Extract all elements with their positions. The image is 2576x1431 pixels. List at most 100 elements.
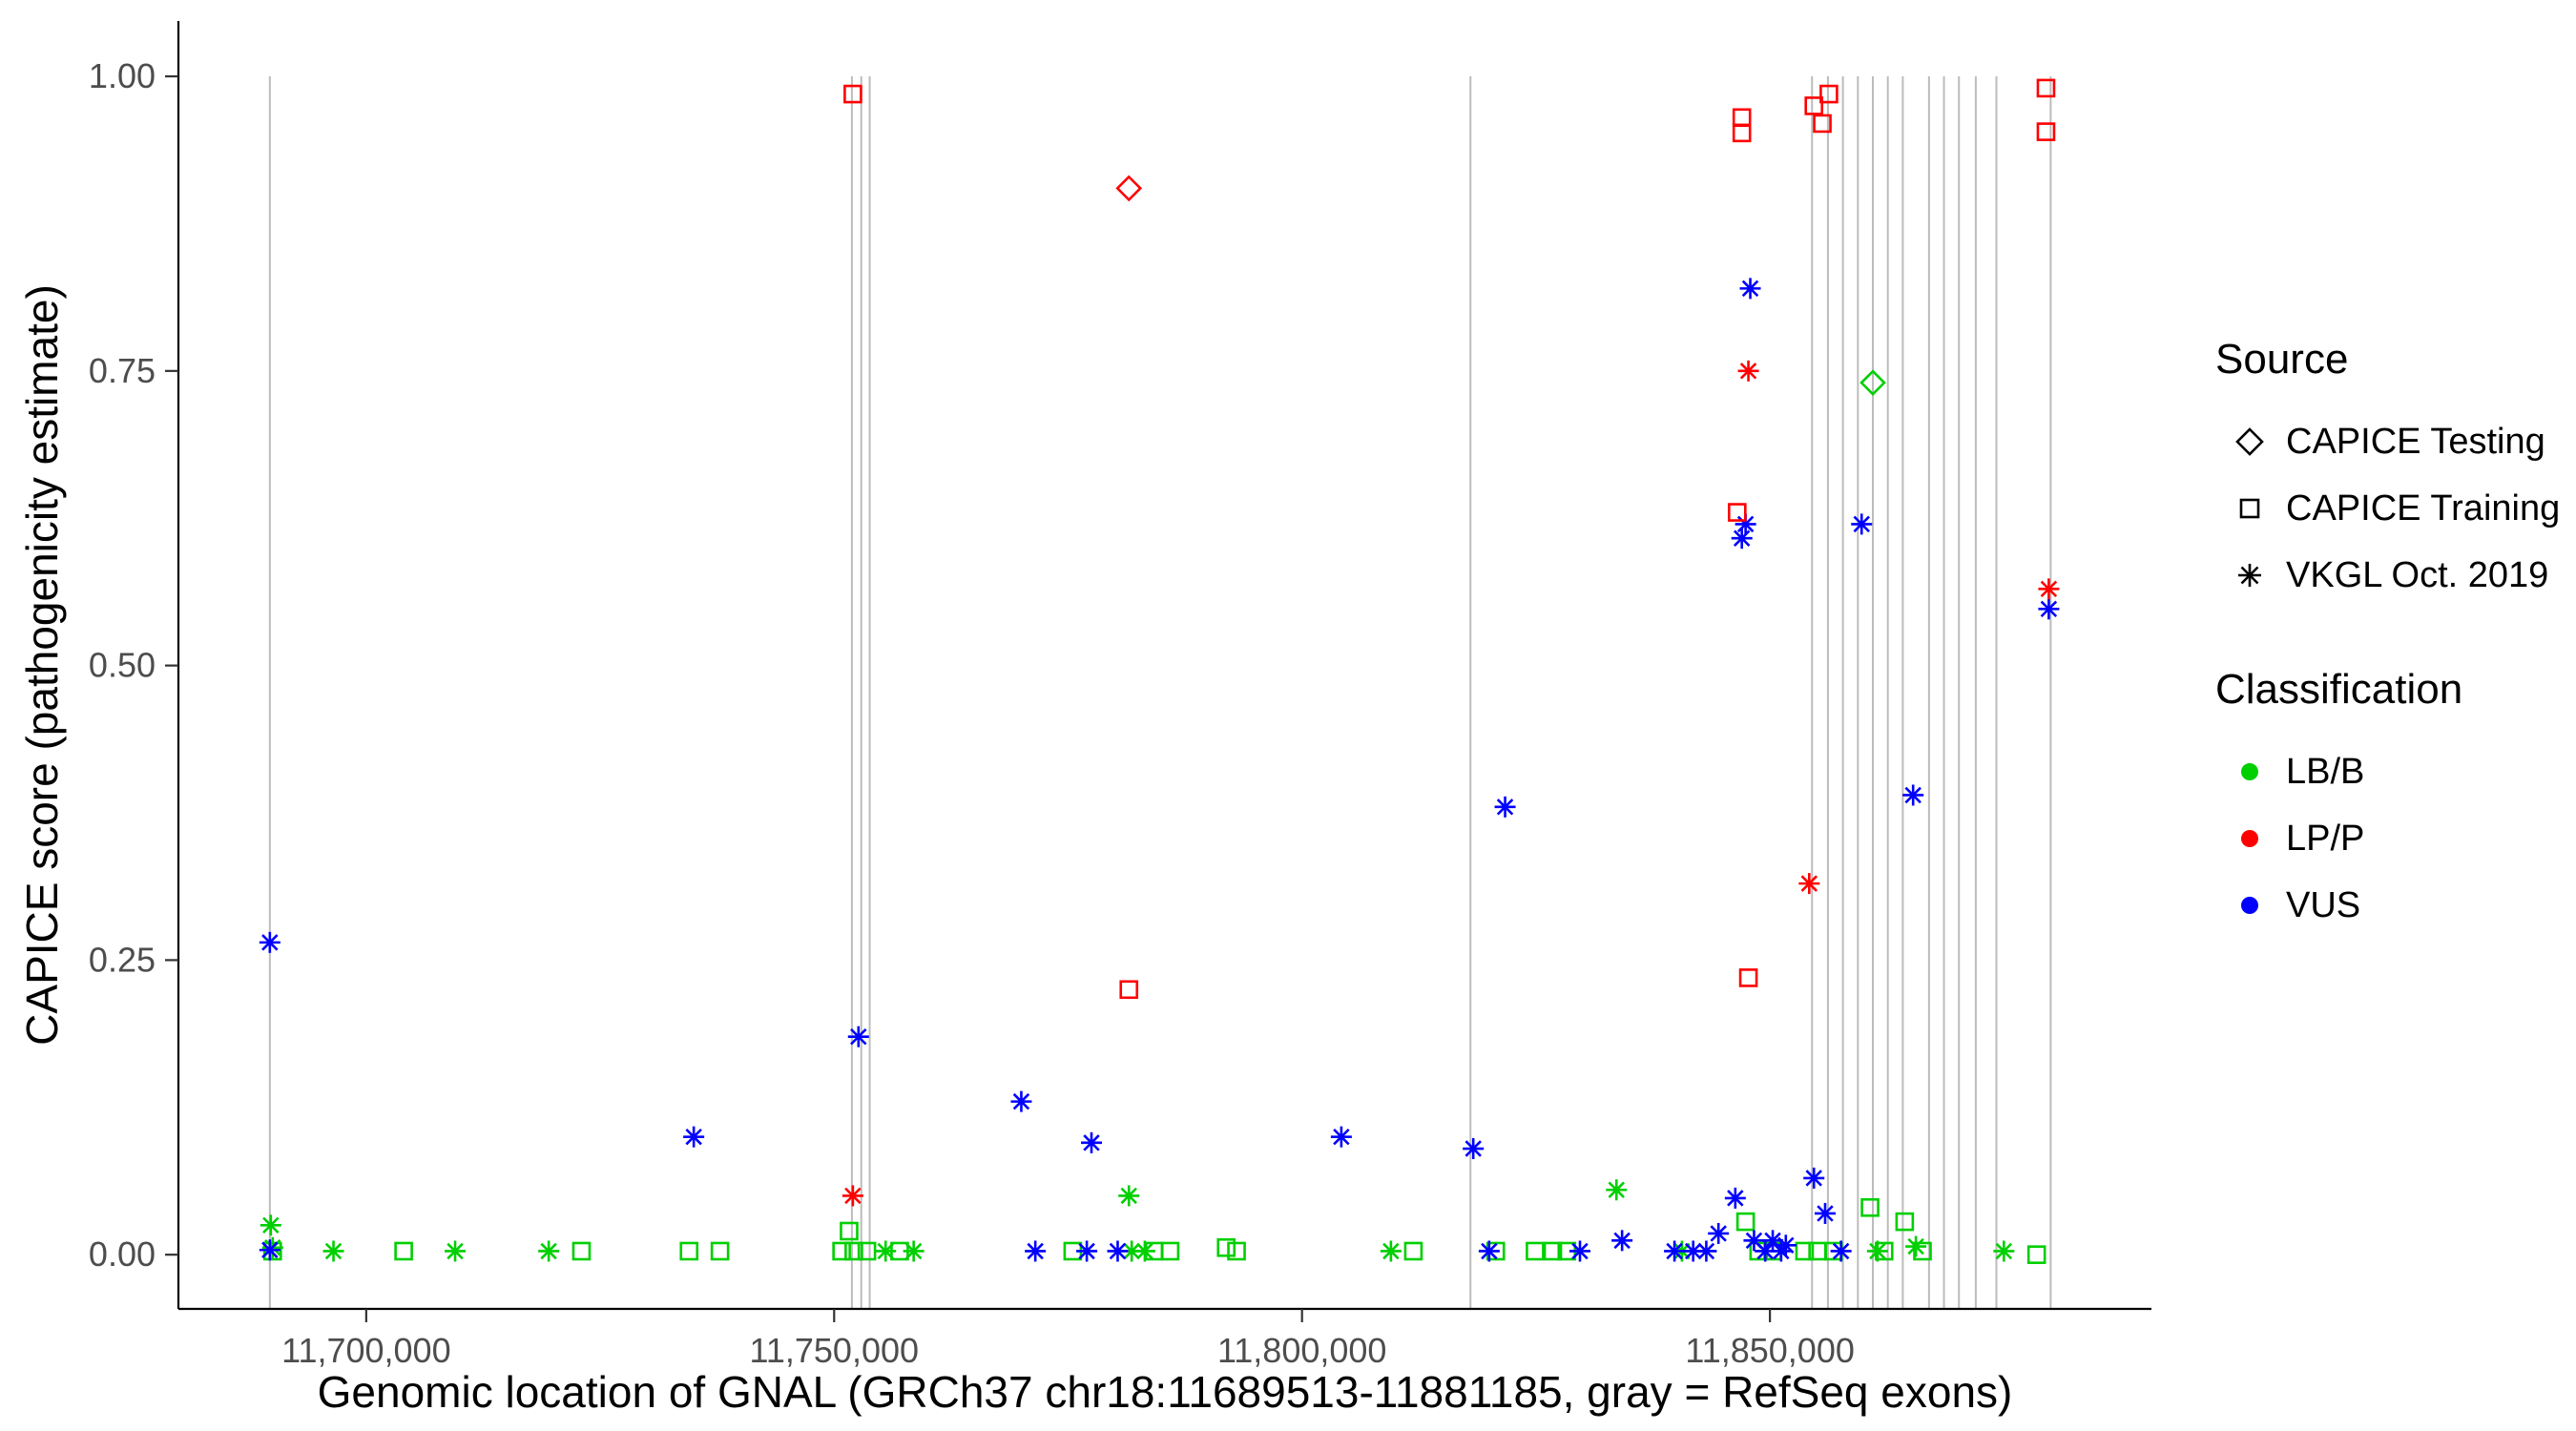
data-point-square	[1819, 84, 1839, 104]
square-icon	[2239, 498, 2260, 519]
data-point-asterisk	[903, 1240, 924, 1262]
data-point-square	[1727, 503, 1747, 522]
legend-label: LP/P	[2286, 818, 2365, 859]
data-point-square	[1860, 1197, 1880, 1217]
circle-icon	[2241, 763, 2258, 780]
data-point-square	[1913, 1241, 1932, 1261]
asterisk-icon	[2238, 564, 2261, 587]
y-tick-label: 0.75	[89, 351, 156, 390]
data-point-square	[1227, 1241, 1246, 1261]
data-point-square	[1160, 1241, 1180, 1261]
data-point-asterisk	[1775, 1234, 1797, 1256]
legend-label: VUS	[2286, 884, 2361, 925]
data-point-asterisk	[1133, 1240, 1155, 1262]
y-tick-label: 0.25	[89, 940, 156, 979]
data-point-square	[844, 1241, 863, 1261]
data-point-asterisk	[1076, 1240, 1098, 1262]
data-point-square	[840, 1221, 859, 1241]
data-point-square	[1895, 1212, 1915, 1232]
data-point-asterisk	[1735, 513, 1756, 535]
data-point-asterisk	[1682, 1240, 1704, 1262]
data-point-square	[843, 84, 862, 104]
data-point-asterisk	[841, 1185, 863, 1207]
data-point-square	[832, 1241, 851, 1261]
data-point-asterisk	[1851, 513, 1873, 535]
data-point-square	[1216, 1237, 1236, 1257]
legend-classification-title: Classification	[2215, 666, 2463, 713]
legend-source: Source CAPICE Testing CAPICE Training	[2215, 336, 2570, 609]
data-point-square	[1543, 1241, 1563, 1261]
data-point-asterisk	[1330, 1126, 1352, 1148]
data-point-asterisk	[1695, 1240, 1717, 1262]
data-point-square	[710, 1241, 730, 1261]
data-point-square	[2026, 1245, 2046, 1264]
data-point-asterisk	[847, 1026, 869, 1047]
data-point-asterisk	[1478, 1240, 1500, 1262]
legend-item-capice-testing: CAPICE Testing	[2215, 408, 2570, 475]
data-point-asterisk	[1463, 1138, 1485, 1160]
data-point-asterisk	[1739, 278, 1761, 300]
data-point-asterisk	[1830, 1240, 1852, 1262]
legend-label: VKGL Oct. 2019	[2286, 554, 2549, 595]
data-point-square	[2036, 78, 2056, 98]
data-point-square	[1119, 980, 1139, 1000]
legend-label: CAPICE Testing	[2286, 421, 2545, 462]
data-point-asterisk	[1731, 528, 1753, 550]
data-point-asterisk	[1569, 1240, 1591, 1262]
data-point-asterisk	[1993, 1240, 2015, 1262]
data-point-diamond	[1115, 175, 1143, 202]
circle-icon	[2241, 897, 2258, 914]
legend-label: LB/B	[2286, 751, 2365, 792]
data-point-square	[1813, 114, 1832, 134]
data-point-asterisk	[1611, 1230, 1633, 1252]
diamond-icon	[2235, 427, 2264, 456]
y-tick-label: 1.00	[89, 56, 156, 95]
data-point-asterisk	[260, 1214, 281, 1236]
data-point-asterisk	[2038, 578, 2060, 600]
x-axis-title: Genomic location of GNAL (GRCh37 chr18:1…	[317, 1367, 2013, 1417]
legend-item-lbb: LB/B	[2215, 738, 2570, 805]
data-point-square	[1738, 968, 1758, 987]
data-point-asterisk	[1814, 1202, 1836, 1224]
data-point-square	[2036, 122, 2056, 141]
data-point-asterisk	[322, 1240, 344, 1262]
data-point-square	[679, 1241, 699, 1261]
data-point-asterisk	[445, 1240, 467, 1262]
data-point-asterisk	[538, 1240, 560, 1262]
legend: Source CAPICE Testing CAPICE Training	[2215, 336, 2570, 996]
y-axis-title: CAPICE score (pathogenicity estimate)	[17, 284, 67, 1046]
legend-item-vkgl: VKGL Oct. 2019	[2215, 542, 2570, 609]
x-tick-label: 11,850,000	[1685, 1331, 1855, 1370]
data-point-asterisk	[1606, 1179, 1628, 1201]
data-point-asterisk	[1902, 784, 1924, 806]
x-tick-label: 11,800,000	[1217, 1331, 1387, 1370]
data-point-asterisk	[1118, 1185, 1140, 1207]
data-point-asterisk	[2038, 598, 2060, 620]
data-point-asterisk	[1798, 873, 1820, 895]
legend-label: CAPICE Training	[2286, 487, 2561, 529]
data-point-asterisk	[1010, 1090, 1032, 1112]
data-point-asterisk	[875, 1240, 897, 1262]
data-point-asterisk	[1107, 1240, 1129, 1262]
data-point-asterisk	[1494, 796, 1516, 818]
legend-item-capice-training: CAPICE Training	[2215, 475, 2570, 542]
data-point-square	[1403, 1241, 1423, 1261]
data-point-square	[1732, 108, 1752, 128]
data-point-asterisk	[1743, 1230, 1765, 1252]
data-point-asterisk	[1866, 1240, 1888, 1262]
data-point-square	[394, 1241, 413, 1261]
circle-icon	[2241, 830, 2258, 847]
legend-classification: Classification LB/B LP/P VUS	[2215, 666, 2570, 939]
data-point-asterisk	[1708, 1222, 1730, 1244]
y-tick-label: 0.50	[89, 646, 156, 685]
data-point-square	[857, 1241, 877, 1261]
data-point-diamond	[1859, 369, 1886, 397]
legend-source-title: Source	[2215, 336, 2349, 383]
data-point-asterisk	[683, 1126, 705, 1148]
data-point-asterisk	[1737, 360, 1759, 382]
data-point-asterisk	[259, 931, 280, 953]
data-point-square	[571, 1241, 592, 1261]
data-point-square	[1732, 123, 1752, 143]
